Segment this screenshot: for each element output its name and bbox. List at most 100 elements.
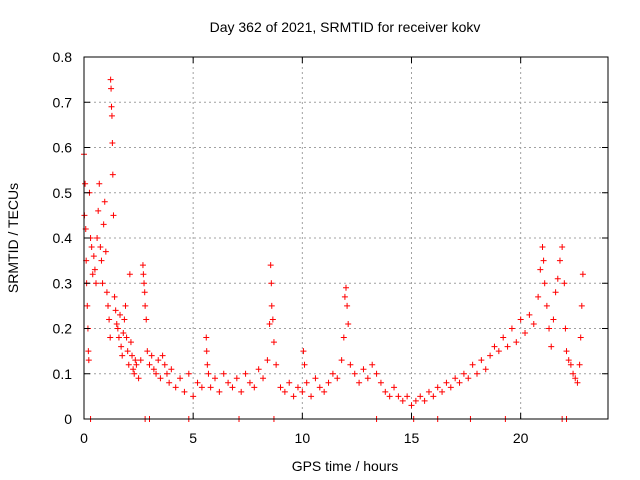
y-tick-label: 0.4 [53, 230, 73, 246]
data-point [122, 302, 129, 309]
data-point [95, 207, 102, 214]
data-point [98, 257, 105, 264]
data-point [290, 393, 297, 400]
data-point [260, 375, 267, 382]
data-point [242, 370, 249, 377]
data-point [96, 180, 103, 187]
data-point [574, 379, 581, 386]
data-point [177, 375, 184, 382]
data-point [430, 393, 437, 400]
data-point [300, 348, 307, 355]
data-point [360, 366, 367, 373]
data-point [537, 266, 544, 273]
data-point [150, 366, 157, 373]
data-point [137, 357, 144, 364]
data-point [550, 316, 557, 323]
data-point [141, 280, 148, 287]
data-point [84, 302, 91, 309]
data-point [500, 334, 507, 341]
data-point [117, 311, 124, 318]
data-point [386, 393, 393, 400]
data-point [131, 370, 138, 377]
data-point [268, 302, 275, 309]
data-point [141, 289, 148, 296]
data-point [312, 375, 319, 382]
data-point [577, 334, 584, 341]
data-point [85, 357, 92, 364]
y-axis-label: SRMTID / TECUs [5, 183, 21, 293]
data-point [133, 361, 140, 368]
data-point [434, 384, 441, 391]
data-point [246, 379, 253, 386]
data-point [157, 375, 164, 382]
data-point [570, 370, 577, 377]
data-point [132, 357, 139, 364]
data-point [103, 289, 110, 296]
x-tick-label: 5 [189, 430, 197, 446]
data-point [321, 388, 328, 395]
data-point [89, 271, 96, 278]
data-point [140, 271, 147, 278]
data-point [110, 212, 117, 219]
data-point [107, 334, 114, 341]
data-point [123, 334, 130, 341]
data-point [107, 76, 114, 83]
axes: 0 0.1 0.2 0.3 0.4 0.5 0.6 0.7 0.8 0 5 10 15 20 [53, 49, 608, 446]
data-point [562, 325, 569, 332]
data-point [482, 366, 489, 373]
data-point [266, 320, 273, 327]
data-point [465, 375, 472, 382]
data-point [85, 348, 92, 355]
data-point [118, 343, 125, 350]
data-point [539, 244, 546, 251]
data-point [181, 388, 188, 395]
data-point [522, 330, 529, 337]
data-point [543, 302, 550, 309]
data-point [111, 293, 118, 300]
data-point [148, 352, 155, 359]
data-point [109, 139, 116, 146]
data-point [546, 325, 553, 332]
data-point [161, 361, 168, 368]
y-tick-label: 0.2 [53, 321, 73, 337]
data-point [456, 379, 463, 386]
data-point [185, 370, 192, 377]
data-point [166, 379, 173, 386]
data-point [369, 361, 376, 368]
data-point [204, 361, 211, 368]
data-point [286, 379, 293, 386]
y-tick-label: 0.7 [53, 94, 73, 110]
data-point [404, 393, 411, 400]
data-point [347, 361, 354, 368]
data-point [504, 343, 511, 350]
data-point [212, 375, 218, 382]
data-point [153, 370, 160, 377]
data-point [143, 316, 150, 323]
data-point [345, 320, 352, 327]
data-point [412, 397, 419, 404]
data-point [108, 85, 115, 92]
data-point [495, 348, 502, 355]
data-point [513, 339, 520, 346]
data-point [190, 393, 197, 400]
data-point [91, 266, 98, 273]
data-point [90, 253, 97, 260]
y-tick-label: 0.8 [53, 49, 73, 65]
data-point [377, 379, 384, 386]
data-point [303, 379, 310, 386]
data-point [469, 361, 476, 368]
data-point [119, 352, 126, 359]
data-point [556, 257, 563, 264]
data-point [225, 379, 232, 386]
data-points [81, 76, 586, 422]
data-point [425, 388, 432, 395]
data-point [146, 361, 153, 368]
data-point [109, 171, 116, 178]
data-point [391, 384, 398, 391]
chart-title: Day 362 of 2021, SRMTID for receiver kok… [210, 19, 481, 35]
data-point [124, 348, 131, 355]
data-point [541, 280, 548, 287]
data-point [207, 384, 214, 391]
data-point [108, 112, 115, 119]
data-point [340, 334, 347, 341]
